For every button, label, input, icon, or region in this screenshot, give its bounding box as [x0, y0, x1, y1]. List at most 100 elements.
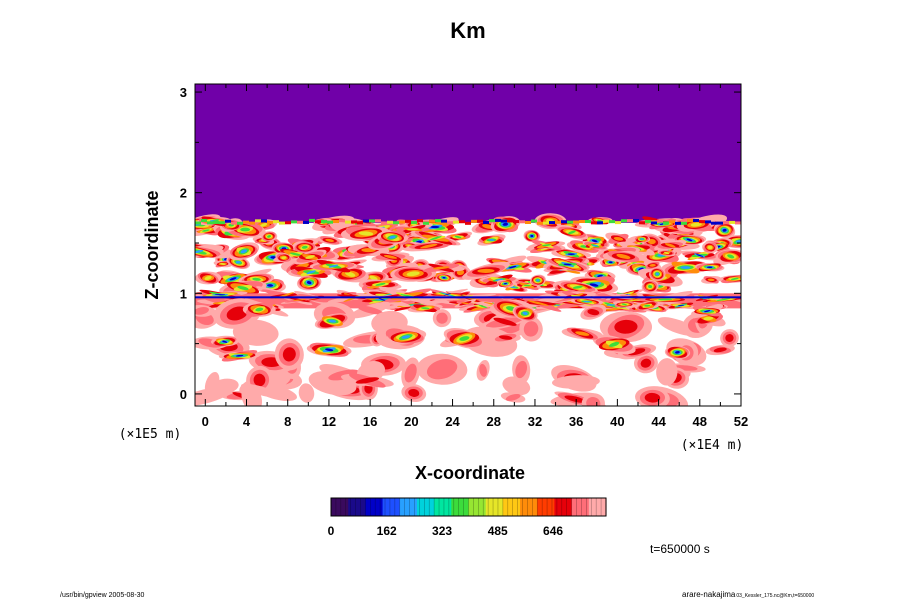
- band-edge: [723, 220, 729, 224]
- field-blob: [292, 241, 317, 254]
- band-edge: [231, 221, 237, 225]
- field-blob: [296, 274, 322, 291]
- x-tick-label: 32: [528, 414, 542, 429]
- band-edge: [627, 219, 633, 223]
- field-blob: [555, 224, 589, 240]
- band-edge: [699, 220, 705, 224]
- field-blob: [410, 230, 461, 246]
- band-edge: [567, 220, 573, 224]
- colorbar-swatch: [468, 498, 487, 516]
- colorbar-swatch: [588, 498, 607, 516]
- field-blob: [195, 271, 222, 285]
- upper-uniform-region: [195, 84, 741, 223]
- x-tick-label: 40: [610, 414, 624, 429]
- x-tick-label: 8: [284, 414, 291, 429]
- field-blob: [340, 373, 394, 388]
- band-edge: [633, 219, 639, 223]
- field-blob: [298, 383, 315, 403]
- band-edge: [519, 220, 525, 224]
- x-axis-label: X-coordinate: [415, 463, 525, 483]
- band-edge: [201, 218, 207, 222]
- field-blob: [512, 305, 538, 322]
- colorbar-swatch: [502, 498, 521, 516]
- x-tick-label: 44: [651, 414, 666, 429]
- band-edge: [459, 220, 465, 224]
- field-blob: [476, 360, 490, 381]
- x-tick-label: 16: [363, 414, 377, 429]
- field-blob: [416, 353, 468, 385]
- colorbar-swatch: [537, 498, 556, 516]
- field-blob: [317, 235, 343, 245]
- band-edge: [495, 218, 501, 222]
- band-edge: [705, 220, 711, 224]
- colorbar-tick-label: 323: [432, 524, 452, 538]
- field-blob: [376, 230, 409, 244]
- field-blob: [691, 304, 724, 318]
- field-blob: [371, 252, 410, 262]
- field-blob: [274, 338, 304, 371]
- field-blob: [417, 263, 465, 273]
- band-edge: [537, 221, 543, 225]
- band-edge: [405, 219, 411, 223]
- x-tick-label: 48: [693, 414, 707, 429]
- band-edge: [477, 219, 483, 223]
- colorbar-swatch: [520, 498, 538, 516]
- band-edge: [213, 220, 219, 224]
- band-edge: [339, 219, 345, 223]
- band-edge: [267, 220, 273, 224]
- svg-text:arare-nakajima03_Kessler_175.n: arare-nakajima03_Kessler_175.nc@Km,t=650…: [682, 590, 814, 599]
- x-tick-label: 4: [243, 414, 251, 429]
- field-blob: [359, 279, 402, 290]
- field-blob: [581, 393, 605, 406]
- colorbar-tick-label: 0: [328, 524, 335, 538]
- field-blob: [580, 304, 607, 320]
- band-edge: [735, 221, 741, 225]
- field-blob: [720, 329, 739, 347]
- band-edge: [399, 220, 405, 224]
- field-blob: [260, 231, 278, 242]
- colorbar-tick-label: 485: [488, 524, 508, 538]
- field-blob: [654, 240, 687, 251]
- field-blob: [242, 302, 276, 317]
- x-tick-label: 12: [322, 414, 336, 429]
- band-edge: [381, 221, 387, 225]
- field-blob: [512, 355, 531, 384]
- field-blob: [496, 279, 514, 288]
- colorbar-swatch: [348, 498, 366, 516]
- colorbar-swatch: [365, 498, 384, 516]
- colorbar-swatch: [382, 498, 401, 516]
- field-blob: [545, 258, 590, 271]
- band-edge: [219, 221, 225, 225]
- x-axis: 0 4 8 12 16 20 24 28 32 36 40 44 48 52: [202, 84, 748, 429]
- band-edge: [693, 218, 699, 222]
- field-blob: [633, 353, 658, 374]
- field-blob: [228, 242, 260, 261]
- field-blob: [393, 223, 433, 236]
- field-blob: [385, 329, 427, 345]
- field-blob: [635, 386, 670, 406]
- band-edge: [441, 219, 447, 223]
- footer-right-small: 03_Kessler_175.nc@Km,t=650000: [736, 593, 814, 599]
- field-blob: [713, 222, 736, 239]
- band-edge: [507, 219, 513, 223]
- thin-layer-line: [195, 296, 741, 299]
- y-axis-label: Z-coordinate: [142, 190, 162, 299]
- field-blob: [528, 240, 566, 251]
- band-edge: [717, 221, 723, 225]
- colorbar-swatch: [331, 498, 349, 516]
- band-edge: [585, 220, 591, 224]
- band-edge: [285, 221, 291, 225]
- field-blob: [306, 342, 352, 357]
- band-edge: [279, 221, 285, 225]
- colorbar-tick-label: 162: [377, 524, 397, 538]
- y-axis: 0 1 2 3: [180, 85, 741, 402]
- colorbar-swatch: [399, 498, 418, 516]
- field-blob: [641, 280, 659, 293]
- field-blob: [195, 244, 224, 259]
- band-edge: [561, 220, 567, 224]
- band-edge: [645, 219, 651, 223]
- band-edge: [273, 220, 279, 224]
- field-blob: [403, 240, 454, 252]
- band-edge: [315, 220, 321, 224]
- band-edge: [357, 221, 363, 225]
